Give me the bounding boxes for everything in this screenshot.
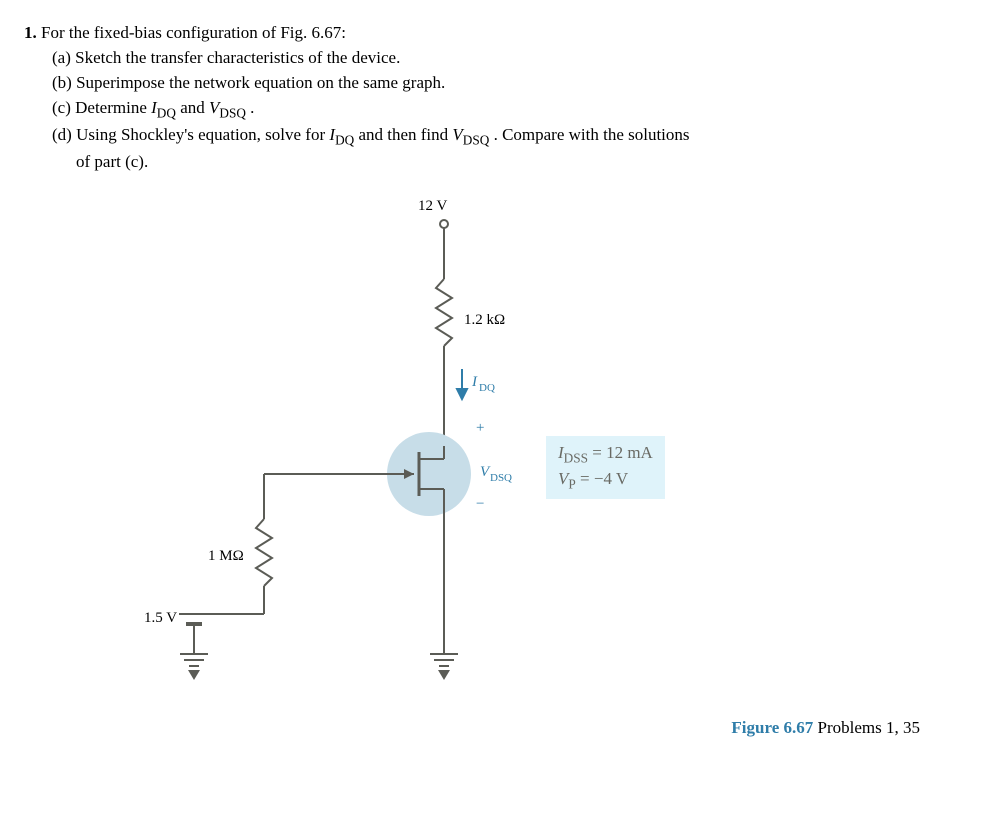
part-d-vdsq-sym: V [452, 125, 462, 144]
part-d-mid: and then find [358, 125, 452, 144]
part-d-line2: of part (c). [76, 151, 980, 174]
vp-sub: P [568, 476, 575, 491]
idq-sym: I [471, 374, 478, 390]
part-c-pre: (c) Determine [52, 98, 151, 117]
part-b: (b) Superimpose the network equation on … [52, 72, 980, 95]
device-param-box: IDSS = 12 mA VP = −4 V [546, 436, 665, 499]
part-c-vdsq-sub: DSQ [219, 105, 246, 120]
vp-val: = −4 V [576, 469, 628, 488]
vdsq-minus: − [476, 496, 484, 512]
part-d-idq-sub: DQ [335, 133, 354, 148]
part-d-pre: (d) Using Shockley's equation, solve for [52, 125, 329, 144]
part-c-idq-sub: DQ [157, 105, 176, 120]
idss-val: = 12 mA [588, 443, 653, 462]
vgg-label: 1.5 V [144, 610, 177, 626]
problem-stem-text: For the fixed-bias configuration of Fig.… [41, 23, 346, 42]
figure-label: Figure 6.67 [731, 718, 813, 737]
vdsq-sub: DSQ [490, 472, 512, 484]
problem-stem: 1. For the fixed-bias configuration of F… [24, 22, 980, 45]
idss-sub: DSS [564, 451, 588, 466]
part-d-post: . Compare with the solutions [494, 125, 690, 144]
idq-sub: DQ [479, 382, 495, 394]
vdd-label: 12 V [418, 198, 447, 214]
rg-label: 1 MΩ [208, 548, 244, 564]
idss-line: IDSS = 12 mA [558, 442, 653, 467]
rd-label: 1.2 kΩ [464, 312, 505, 328]
vdsq-plus: + [476, 420, 484, 436]
part-d-vdsq-sub: DSQ [463, 133, 490, 148]
part-c-post: . [250, 98, 254, 117]
figure-wrap: + − 12 V 1.2 kΩ I DQ V DSQ 1 MΩ 1.5 V ID… [24, 184, 980, 744]
part-c-vdsq-sym: V [209, 98, 219, 117]
part-c-and: and [180, 98, 209, 117]
vp-line: VP = −4 V [558, 468, 653, 493]
figure-caption: Figure 6.67 Problems 1, 35 [731, 718, 920, 738]
problem-number: 1. [24, 23, 37, 42]
part-d: (d) Using Shockley's equation, solve for… [52, 124, 980, 149]
vp-sym: V [558, 469, 568, 488]
figure-caption-text: Problems 1, 35 [813, 718, 920, 737]
part-a: (a) Sketch the transfer characteristics … [52, 47, 980, 70]
part-c: (c) Determine IDQ and VDSQ . [52, 97, 980, 122]
